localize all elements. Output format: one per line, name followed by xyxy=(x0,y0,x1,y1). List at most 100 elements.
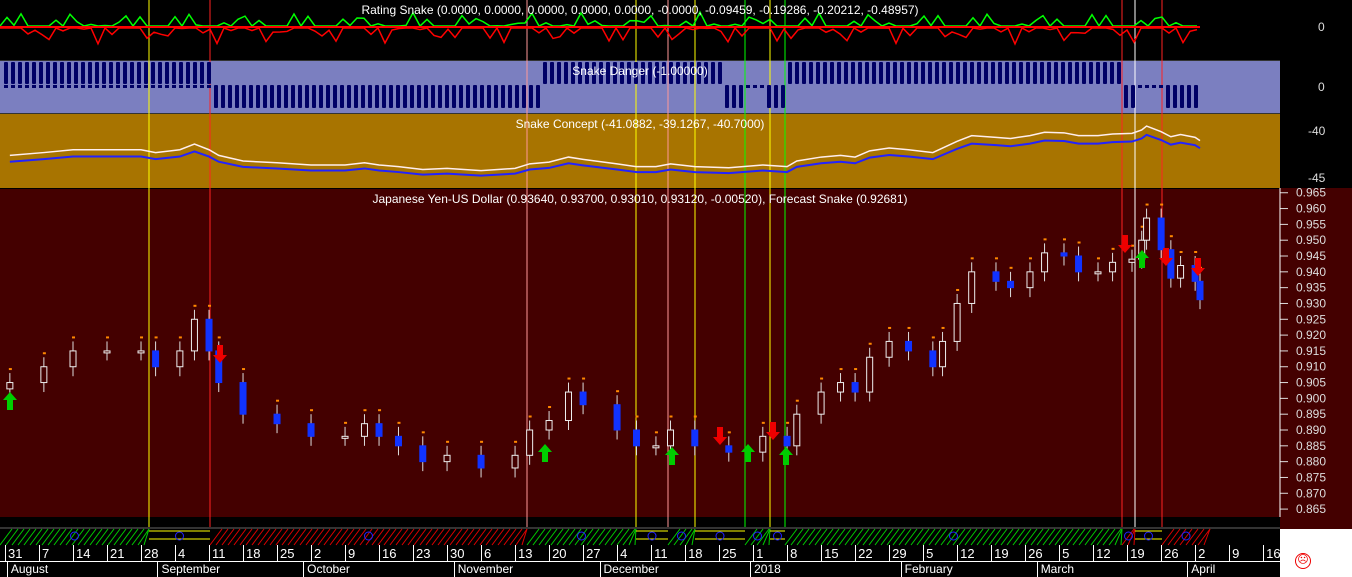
danger-bar xyxy=(165,85,169,88)
zone-hatch xyxy=(413,528,427,546)
axis-divider xyxy=(0,561,1280,562)
candle-body xyxy=(307,423,315,437)
concept-fast-line xyxy=(9,125,1201,172)
zone-hatch xyxy=(634,528,637,546)
arrow-up-icon xyxy=(741,444,755,452)
zone-face-icon xyxy=(1124,531,1133,541)
zone-hatch xyxy=(1012,528,1026,546)
danger-bar xyxy=(88,85,92,88)
zone-hatch xyxy=(898,528,912,546)
zone-hatch xyxy=(1030,528,1044,546)
candle-body xyxy=(341,435,349,439)
danger-bar xyxy=(25,85,29,88)
danger-bar xyxy=(151,85,155,88)
zone-hatch xyxy=(610,528,624,546)
zone-hatch xyxy=(1197,528,1211,546)
zone-hatch xyxy=(988,528,1002,546)
danger-bar xyxy=(417,85,421,108)
danger-bar xyxy=(235,85,239,108)
x-month-label: August xyxy=(6,562,48,577)
danger-bar xyxy=(1005,62,1009,84)
candle-body xyxy=(783,435,791,447)
x-day-label: 16 xyxy=(379,545,397,562)
zone-hatch xyxy=(940,528,954,546)
zone-hatch xyxy=(263,528,277,546)
danger-bar xyxy=(256,85,260,108)
zone-hatch xyxy=(574,528,588,546)
y-tick-label: 0.935 xyxy=(1296,281,1326,295)
danger-bar xyxy=(81,62,85,84)
zone-hatch xyxy=(389,528,403,546)
zone-hatch xyxy=(880,528,894,546)
x-day-label: 5 xyxy=(1059,545,1069,562)
candle-body xyxy=(691,429,699,447)
forecast-dot xyxy=(1062,238,1066,241)
danger-bar xyxy=(95,85,99,88)
zone-hatch xyxy=(1173,528,1187,546)
danger-bar xyxy=(242,85,246,108)
forecast-dot xyxy=(1160,203,1164,206)
zone-hatch xyxy=(227,528,241,546)
zone-hatch xyxy=(958,528,972,546)
candle-body xyxy=(1007,280,1015,289)
candle-body xyxy=(511,454,519,469)
zone-hatch xyxy=(756,528,770,546)
candle-body xyxy=(137,350,145,354)
candle-body xyxy=(1196,280,1204,301)
danger-bar xyxy=(221,85,225,108)
y-tick-label: 0.890 xyxy=(1296,423,1326,437)
zone-hatch xyxy=(341,528,355,546)
forecast-dot xyxy=(140,336,144,339)
zone-hatch xyxy=(538,528,552,546)
zone-hatch xyxy=(568,528,582,546)
zone-hatch xyxy=(808,528,822,546)
danger-bar xyxy=(116,85,120,88)
arrow-up-icon xyxy=(745,452,751,462)
zone-hatch xyxy=(994,528,1008,546)
candle-body xyxy=(866,356,874,393)
danger-bar xyxy=(536,85,540,108)
zone-hatch xyxy=(47,528,61,546)
zone-face-icon xyxy=(1144,531,1153,541)
x-day-label: 27 xyxy=(583,545,601,562)
y-tick-label: 0.875 xyxy=(1296,470,1326,484)
forecast-dot xyxy=(106,336,110,339)
zone-hatch xyxy=(685,528,696,546)
forecast-dot xyxy=(446,440,450,443)
zone-hatch xyxy=(275,528,289,546)
danger-bar xyxy=(193,62,197,84)
zone-hatch xyxy=(744,528,758,546)
arrow-down-icon xyxy=(1118,245,1132,253)
zone-hatch xyxy=(667,528,681,546)
danger-bar xyxy=(18,85,22,88)
forecast-dot xyxy=(786,421,790,424)
zone-hatch xyxy=(287,528,301,546)
candle-body xyxy=(375,423,383,437)
danger-bar xyxy=(11,85,15,88)
arrow-down-icon xyxy=(1195,258,1201,268)
x-day-label: 25 xyxy=(277,545,295,562)
zone-face-icon xyxy=(753,531,762,541)
zone-hatch xyxy=(41,528,55,546)
danger-bar xyxy=(319,85,323,108)
zone-hatch xyxy=(796,528,810,546)
x-day-label: 2 xyxy=(1195,545,1205,562)
danger-bar xyxy=(4,85,8,88)
zone-hatch xyxy=(359,528,373,546)
danger-bar xyxy=(781,85,785,108)
zone-hatch xyxy=(1179,528,1193,546)
danger-bar xyxy=(340,85,344,108)
arrow-down-icon xyxy=(713,437,727,445)
x-month-label: March xyxy=(1036,562,1074,577)
x-day-label: 20 xyxy=(549,545,567,562)
danger-bar xyxy=(837,62,841,84)
forecast-dot xyxy=(761,421,765,424)
x-day-label: 12 xyxy=(957,545,975,562)
danger-bar xyxy=(1012,62,1016,84)
zone-face-icon xyxy=(647,531,657,541)
danger-bar xyxy=(109,62,113,84)
zone-face-icon xyxy=(677,531,686,541)
danger-bar xyxy=(704,62,708,84)
snake-concept-title: Snake Concept (-41.0882, -39.1267, -40.7… xyxy=(515,117,765,131)
zone-hatch xyxy=(377,528,391,546)
